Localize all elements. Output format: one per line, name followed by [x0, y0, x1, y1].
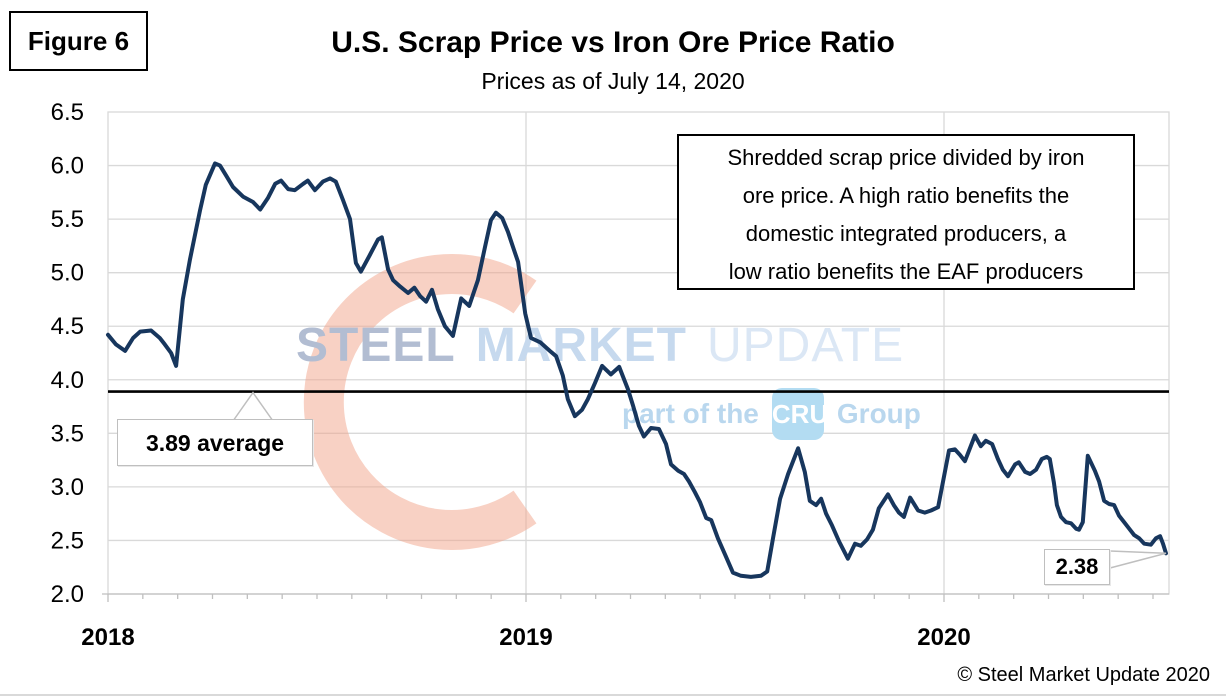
- price-ratio-line: [106, 161, 1168, 579]
- y-axis-tick-label: 3.5: [51, 420, 84, 447]
- annotation-note-box: Shredded scrap price divided by iron ore…: [677, 134, 1135, 290]
- x-axis-tick-label: 2019: [499, 624, 552, 651]
- y-axis-tick-label: 5.0: [51, 260, 84, 287]
- watermark-tagline-suffix: Group: [836, 398, 921, 429]
- annotation-line: ore price. A high ratio benefits the: [742, 183, 1070, 208]
- last-value-callout: 2.38: [1044, 549, 1110, 585]
- average-callout-pointer-border: [232, 391, 274, 422]
- average-value-callout: 3.89 average: [117, 419, 313, 466]
- figure-label: Figure 6: [9, 11, 148, 71]
- y-axis-tick-label: 4.5: [51, 313, 84, 340]
- y-axis-tick-label: 4.0: [51, 367, 84, 394]
- annotation-line: Shredded scrap price divided by iron: [727, 145, 1085, 170]
- y-axis-tick-label: 6.0: [51, 153, 84, 180]
- crescent-arc: [303, 254, 537, 550]
- cru-badge: CRU: [771, 388, 828, 440]
- x-axis-tick-label: 2018: [81, 624, 134, 651]
- watermark-word-market: MARKET: [475, 319, 687, 372]
- y-axis-tick-label: 2.0: [51, 581, 84, 608]
- annotation-line: low ratio benefits the EAF producers: [728, 259, 1084, 284]
- y-axis-tick-label: 3.0: [51, 474, 84, 501]
- chart-subtitle: Prices as of July 14, 2020: [481, 68, 745, 94]
- copyright-text: © Steel Market Update 2020: [957, 664, 1210, 686]
- watermark-tagline: part of the CRU Group: [622, 388, 921, 440]
- annotation-line: domestic integrated producers, a: [745, 221, 1067, 246]
- y-axis-tick-label: 6.5: [51, 99, 84, 126]
- watermark-brand-text: STEEL MARKET UPDATE: [296, 318, 904, 373]
- average-callout-pointer: [233, 392, 273, 421]
- x-axis-tick-label: 2020: [917, 624, 970, 651]
- last-value-callout-pointer-border: [1109, 550, 1167, 569]
- watermark-word-update: UPDATE: [707, 319, 905, 372]
- watermark-word-steel: STEEL: [296, 319, 456, 372]
- watermark-tagline-prefix: part of the: [622, 398, 759, 429]
- page-title: U.S. Scrap Price vs Iron Ore Price Ratio: [331, 26, 895, 59]
- y-axis-tick-label: 2.5: [51, 527, 84, 554]
- bottom-edge-divider: [0, 694, 1226, 696]
- y-axis-tick-label: 5.5: [51, 206, 84, 233]
